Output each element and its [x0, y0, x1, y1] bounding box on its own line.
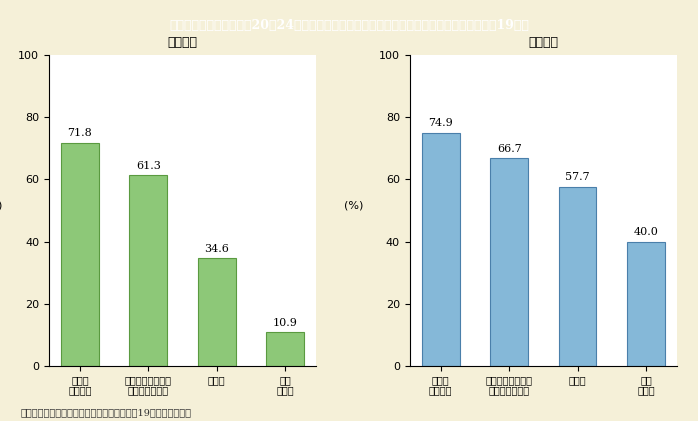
Bar [491, 158, 528, 366]
Text: 57.7: 57.7 [565, 172, 590, 182]
Title: 〈女性〉: 〈女性〉 [168, 36, 198, 49]
Y-axis label: (%): (%) [0, 200, 3, 210]
Title: 〈男性〉: 〈男性〉 [528, 36, 558, 49]
Bar [267, 332, 304, 366]
Text: 10.9: 10.9 [273, 317, 297, 328]
Bar [61, 143, 98, 366]
Bar [198, 258, 235, 366]
Bar [559, 187, 597, 366]
Text: 第１－５－９図　男女別20～24歳層（在学者を除く）人口に占める正規雇用者の比率（平成19年）: 第１－５－９図 男女別20～24歳層（在学者を除く）人口に占める正規雇用者の比率… [169, 19, 529, 32]
Text: 61.3: 61.3 [136, 161, 161, 171]
Text: 66.7: 66.7 [497, 144, 521, 154]
Text: 34.6: 34.6 [205, 244, 229, 254]
Bar [628, 242, 665, 366]
Bar [129, 175, 167, 366]
Text: 74.9: 74.9 [429, 118, 453, 128]
Y-axis label: (%): (%) [344, 200, 364, 210]
Text: （備考）総務省「就業構造基本調査」（平成19年）より作成。: （備考）総務省「就業構造基本調査」（平成19年）より作成。 [21, 408, 192, 417]
Text: 40.0: 40.0 [634, 227, 658, 237]
Bar [422, 133, 459, 366]
Text: 71.8: 71.8 [68, 128, 92, 138]
